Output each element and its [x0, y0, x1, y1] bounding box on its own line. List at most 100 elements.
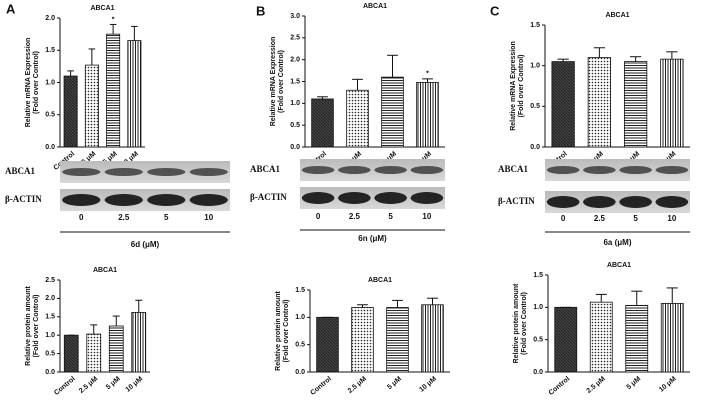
blot-band	[147, 194, 186, 206]
dose-label: 2.5	[349, 212, 361, 221]
significance-marker: *	[426, 71, 429, 78]
bar	[386, 307, 409, 373]
y-tick-label: 1.5	[295, 287, 305, 294]
blot-band	[583, 166, 616, 174]
x-tick-label: Control	[309, 376, 333, 397]
x-tick-label: 2.5 μM	[78, 375, 99, 394]
blot-band	[619, 196, 652, 208]
y-tick-label: 1.0	[530, 63, 540, 70]
y-axis-label: Relative mRNA Expression	[25, 38, 32, 128]
y-tick-label: 2.0	[45, 15, 55, 22]
bar	[421, 304, 444, 373]
error-bar	[135, 299, 143, 313]
blot-strip	[300, 159, 445, 181]
chart-title: ABCA1	[605, 12, 629, 19]
error-bar	[595, 293, 607, 303]
y-axis-label: (Fold over Control)	[283, 300, 290, 363]
error-bar	[131, 25, 138, 41]
y-tick-label: 0.5	[45, 112, 55, 119]
blot-band	[104, 168, 143, 176]
error-bar	[666, 287, 678, 304]
error-bar	[109, 23, 117, 35]
bar	[108, 325, 124, 373]
blot-strip	[60, 161, 230, 183]
blot-band	[147, 168, 186, 176]
dose-label: 10	[204, 213, 213, 222]
bar	[625, 304, 649, 373]
blot-band	[619, 166, 652, 174]
y-axis-label: (Fold over Control)	[33, 295, 40, 358]
blot-band	[410, 166, 444, 174]
y-axis-label: Relative protein amount	[513, 283, 520, 363]
bar	[86, 333, 102, 373]
x-tick-label: 2.5 μM	[347, 375, 368, 394]
y-tick-label: 2.0	[290, 57, 300, 64]
bar	[416, 81, 439, 148]
blot-band	[301, 192, 335, 204]
y-tick-label: 0.0	[533, 369, 543, 376]
dose-label: 10	[422, 212, 431, 221]
blot-band	[104, 194, 143, 206]
dose-label: 2.5	[118, 213, 130, 222]
error-bar	[357, 304, 368, 308]
x-tick-label: 10 μM	[418, 375, 438, 393]
bar	[381, 76, 404, 148]
y-tick-label: 0.5	[45, 350, 55, 357]
error-bar	[666, 51, 678, 60]
error-bar	[557, 58, 569, 62]
blot-band	[374, 166, 407, 174]
compound-label: 6a (μM)	[603, 238, 631, 247]
error-bar	[392, 299, 403, 308]
y-tick-label: 1.0	[45, 79, 55, 86]
y-tick-label: 1.5	[45, 314, 55, 321]
compound-label: 6d (μM)	[131, 240, 160, 249]
error-bar	[352, 78, 363, 91]
y-axis-label: Relative protein amount	[275, 290, 282, 370]
blot-strip	[60, 189, 230, 211]
blot-band	[189, 168, 228, 176]
bar	[63, 334, 79, 373]
blot-band	[583, 196, 616, 208]
y-tick-label: 0.5	[530, 103, 540, 110]
blot-band	[338, 166, 371, 174]
blot-band	[546, 166, 580, 174]
y-axis-label: Relative mRNA Expression	[270, 37, 277, 127]
y-axis-label: (Fold over Control)	[33, 51, 40, 114]
bar	[316, 316, 339, 373]
band-label: β-ACTIN	[498, 196, 535, 206]
panel-letter: A	[6, 1, 16, 16]
chart-title: ABCA1	[90, 5, 114, 12]
blot-band	[189, 194, 228, 206]
error-bar	[630, 56, 642, 62]
band-label: ABCA1	[250, 164, 281, 174]
y-axis-label: (Fold over Control)	[518, 55, 525, 118]
blot-band	[546, 196, 580, 208]
y-tick-label: 3.0	[290, 13, 300, 20]
y-tick-label: 1.0	[295, 314, 305, 321]
y-tick-label: 0.0	[530, 144, 540, 151]
dose-label: 0	[316, 212, 321, 221]
dose-label: 0	[561, 214, 566, 223]
y-tick-label: 0.5	[295, 342, 305, 349]
chart-title: ABCA1	[93, 267, 117, 274]
y-tick-label: 1.5	[530, 22, 540, 29]
bar	[660, 58, 684, 148]
bar	[551, 61, 575, 148]
error-bar	[112, 315, 120, 326]
y-tick-label: 0.0	[290, 144, 300, 151]
y-tick-label: 1.0	[45, 332, 55, 339]
x-tick-label: 10 μM	[125, 375, 145, 393]
x-tick-label: 5 μM	[626, 375, 643, 391]
error-bar	[631, 290, 643, 306]
y-tick-label: 2.5	[45, 277, 55, 284]
error-bar	[90, 324, 98, 335]
dose-label: 5	[388, 212, 393, 221]
panel-letter: B	[256, 3, 265, 18]
chart-title: ABCA1	[363, 3, 387, 10]
x-tick-label: Control	[548, 376, 572, 397]
blot-band	[62, 194, 101, 206]
error-bar	[67, 70, 74, 77]
bar	[84, 64, 99, 148]
blot-band	[374, 192, 407, 204]
